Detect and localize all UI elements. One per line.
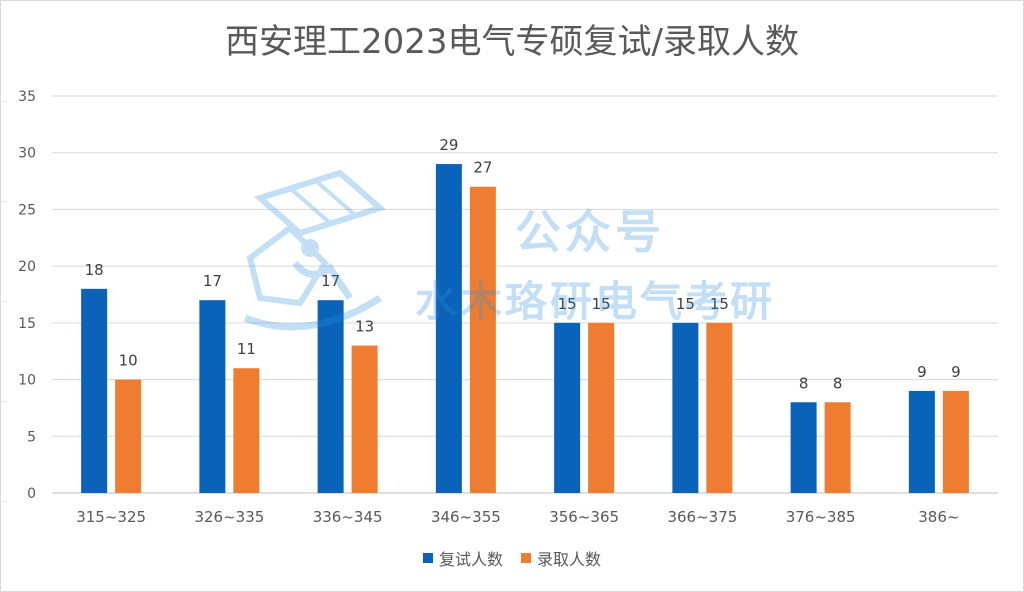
legend-item-series1: 复试人数: [422, 546, 503, 570]
bar-retest: [908, 390, 935, 493]
data-label: 13: [355, 318, 374, 336]
y-tick-label: 15: [18, 316, 36, 332]
x-tick-label: 315~325: [76, 508, 146, 526]
legend-item-series2: 录取人数: [521, 546, 601, 570]
data-label: 17: [321, 272, 340, 290]
grid-edge-mark: [1, 401, 7, 402]
y-tick-label: 5: [27, 429, 36, 445]
y-tick-label: 20: [18, 259, 36, 275]
legend-label: 复试人数: [438, 550, 503, 569]
bar-retest: [672, 322, 699, 493]
data-label: 27: [473, 159, 492, 177]
legend-swatch: [422, 553, 433, 563]
bar-retest: [317, 300, 344, 493]
x-tick-label: 356~365: [549, 508, 619, 526]
data-label: 8: [799, 374, 809, 392]
data-label: 11: [237, 340, 256, 358]
x-tick-label: 366~375: [667, 508, 737, 526]
grid-edge-mark: [1, 101, 7, 102]
x-tick-label: 326~335: [194, 508, 264, 526]
x-tick-label: 346~355: [431, 508, 501, 526]
bar-retest: [554, 322, 581, 493]
data-label: 18: [85, 261, 104, 279]
y-tick-label: 30: [18, 146, 36, 162]
y-tick-label: 10: [18, 373, 36, 389]
chart-legend: 复试人数 录取人数: [0, 546, 1024, 570]
bar-admitted: [824, 402, 851, 493]
x-tick-label: 376~385: [786, 508, 856, 526]
chart-title: 西安理工2023电气专硕复试/录取人数: [225, 22, 799, 62]
bar-admitted: [233, 368, 260, 493]
grid-edge-mark: [1, 501, 7, 502]
y-tick-label: 35: [18, 89, 36, 105]
bar-retest: [790, 402, 817, 493]
grid-edge-mark: [1, 301, 7, 302]
bar-retest: [435, 164, 462, 494]
y-tick-label: 0: [27, 486, 36, 502]
data-label: 15: [558, 295, 577, 313]
x-tick-label: 336~345: [313, 508, 383, 526]
data-label: 15: [676, 295, 695, 313]
y-tick-label: 25: [18, 202, 36, 218]
bar-admitted: [942, 390, 969, 493]
data-label: 29: [439, 136, 458, 154]
data-label: 17: [203, 272, 222, 290]
data-label: 8: [833, 374, 843, 392]
data-label: 9: [951, 363, 961, 381]
bar-admitted: [469, 186, 496, 493]
bar-admitted: [351, 345, 378, 493]
x-tick-label: 386~: [918, 508, 959, 526]
bar-admitted: [706, 322, 733, 493]
grid-edge-mark: [1, 201, 7, 202]
bar-admitted: [588, 322, 615, 493]
legend-swatch: [521, 553, 531, 563]
legend-label: 录取人数: [537, 550, 602, 569]
bar-retest: [199, 300, 226, 493]
bar-admitted: [115, 379, 142, 493]
bar-retest: [81, 288, 108, 493]
data-label: 15: [710, 295, 729, 313]
data-label: 10: [119, 352, 138, 370]
data-label: 15: [592, 295, 611, 313]
data-label: 9: [917, 363, 927, 381]
